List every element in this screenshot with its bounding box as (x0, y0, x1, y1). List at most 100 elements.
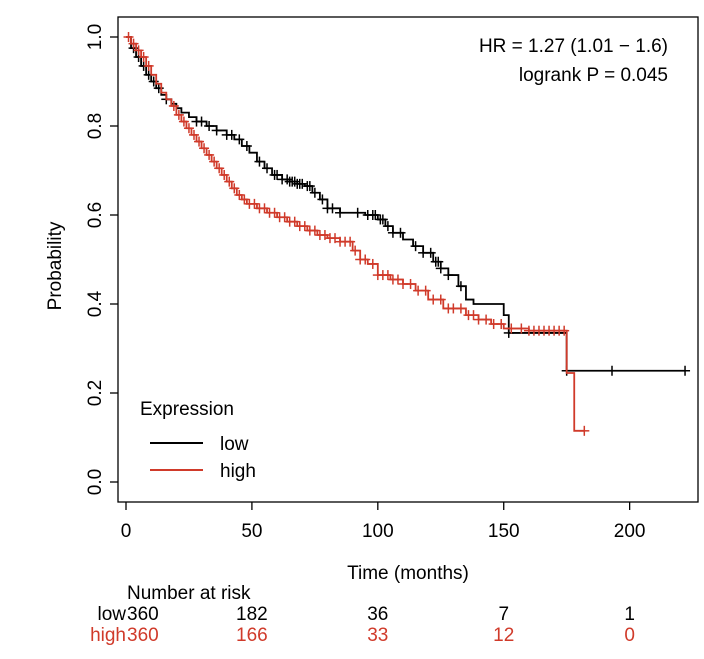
censor-mark-high (123, 32, 134, 42)
censor-mark-high (133, 45, 144, 56)
risk-value-high: 0 (624, 625, 635, 646)
censor-mark-high (309, 225, 320, 236)
x-tick-label: 150 (488, 521, 520, 542)
censor-mark-high (559, 325, 570, 336)
censor-mark-high (481, 314, 492, 325)
risk-value-low: 182 (236, 604, 268, 625)
censor-mark-low (680, 365, 691, 376)
y-tick-label: 0.8 (85, 113, 106, 139)
censor-mark-low (254, 156, 265, 167)
censor-mark-low (309, 187, 320, 198)
censor-mark-low (289, 176, 300, 187)
censor-mark-low (272, 169, 283, 180)
censor-mark-high (143, 60, 154, 71)
censor-mark-high (194, 136, 205, 147)
censor-mark-high (204, 149, 215, 160)
censor-mark-low (410, 241, 421, 252)
censor-mark-high (382, 270, 393, 281)
censor-mark-high (319, 230, 330, 241)
censor-mark-high (289, 216, 300, 227)
x-tick-label: 100 (362, 521, 394, 542)
censor-mark-low (317, 194, 328, 205)
x-tick-label: 0 (121, 521, 132, 542)
risk-value-low: 360 (127, 604, 159, 625)
risk-value-low: 7 (498, 604, 509, 625)
censor-mark-low (370, 210, 381, 220)
censor-mark-high (330, 233, 341, 244)
risk-value-low: 36 (367, 604, 388, 625)
censor-mark-low (395, 227, 406, 238)
censor-mark-high (279, 212, 290, 223)
censor-mark-low (297, 178, 308, 189)
censor-mark-high (173, 109, 184, 120)
censor-mark-high (367, 258, 378, 269)
censor-mark-high (420, 285, 431, 296)
censor-mark-high (269, 207, 280, 218)
legend: Expression low high (140, 399, 256, 482)
x-tick-label: 50 (241, 521, 262, 542)
km-curve-low (126, 36, 686, 372)
censor-mark-high (209, 156, 220, 167)
censor-mark-high (188, 129, 199, 140)
y-tick-label: 1.0 (85, 24, 106, 50)
censor-mark-high (345, 236, 356, 247)
censor-mark-low (204, 121, 215, 131)
censor-mark-low (226, 129, 237, 140)
censor-mark-low (211, 125, 222, 136)
risk-value-high: 166 (236, 625, 268, 646)
censor-mark-high (259, 203, 270, 214)
censor-mark-low (153, 83, 164, 94)
censor-mark-high (468, 310, 479, 321)
censor-mark-low (352, 207, 363, 218)
censor-mark-high (455, 303, 466, 314)
censor-mark-high (516, 323, 527, 334)
censor-mark-high (229, 183, 240, 194)
censor-mark-high (249, 198, 260, 209)
censor-mark-high (299, 221, 310, 232)
censor-mark-high (178, 116, 189, 127)
censor-mark-low (262, 163, 273, 174)
logrank-annotation: logrank P = 0.045 (519, 65, 668, 86)
censor-mark-high (183, 123, 194, 134)
censor-mark-high (138, 52, 149, 63)
y-tick-label: 0.6 (85, 202, 106, 228)
censor-mark-high (239, 194, 250, 205)
censor-mark-low (234, 134, 245, 145)
censor-mark-low (425, 247, 436, 258)
censor-mark-high (360, 254, 371, 265)
censor-mark-low (196, 116, 207, 127)
censor-mark-high (435, 294, 446, 305)
plot-frame (117, 16, 699, 503)
censor-mark-low (382, 221, 393, 232)
km-curve-high (126, 36, 585, 432)
censor-mark-low (503, 327, 514, 338)
legend-label-high: high (220, 461, 256, 482)
risk-value-high: 360 (127, 625, 159, 646)
censor-mark-low (377, 214, 388, 225)
censor-mark-low (433, 256, 444, 267)
censor-mark-high (219, 169, 230, 180)
censor-mark-high (350, 245, 361, 256)
censor-mark-high (405, 278, 416, 289)
censor-mark-low (335, 207, 346, 218)
x-tick-label: 200 (614, 521, 646, 542)
censor-mark-high (579, 425, 590, 436)
censor-mark-high (128, 38, 139, 49)
censor-mark-high (199, 143, 210, 154)
y-tick-label: 0.4 (85, 290, 106, 317)
censor-mark-low (607, 365, 618, 376)
risk-row-label-low: low (97, 604, 126, 625)
y-tick-label: 0.0 (85, 469, 106, 495)
y-axis-label: Probability (45, 221, 66, 310)
x-axis-label: Time (months) (347, 563, 469, 584)
censor-mark-high (214, 163, 225, 174)
risk-value-low: 1 (624, 604, 635, 625)
censor-mark-low (443, 270, 454, 281)
censor-mark-low (304, 181, 315, 192)
risk-row-label-high: high (90, 625, 126, 646)
censor-mark-high (506, 323, 517, 334)
censor-mark-low (241, 141, 252, 152)
censor-mark-high (224, 176, 235, 187)
censor-mark-low (148, 76, 159, 87)
